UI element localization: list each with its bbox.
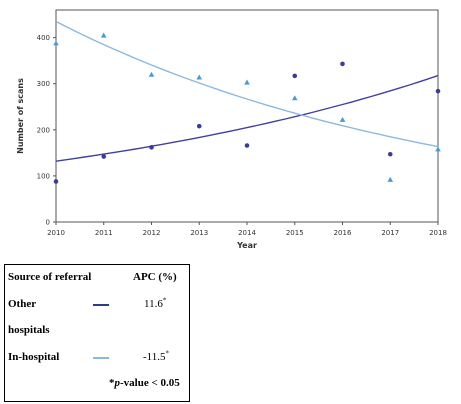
x-tick-label: 2012	[143, 229, 161, 237]
data-point-in-hospital	[196, 74, 203, 80]
data-point-other	[101, 154, 107, 159]
data-point-in-hospital	[244, 79, 250, 85]
apc-legend-table: Source of referral APC (%) Other hospita…	[4, 264, 190, 402]
legend-row-other-label-1: Other	[8, 298, 37, 310]
data-point-other	[149, 145, 154, 150]
x-tick-label: 2010	[47, 229, 65, 237]
data-point-in-hospital	[148, 71, 155, 77]
plot-frame	[55, 9, 439, 223]
data-point-other	[53, 179, 59, 184]
x-tick-label: 2016	[334, 229, 352, 237]
x-axis-label: Year	[236, 241, 257, 250]
legend-footnote: *p-value < 0.05	[109, 377, 180, 389]
y-tick-label: 400	[37, 34, 50, 42]
legend-header-source: Source of referral	[8, 271, 92, 283]
data-point-other	[340, 61, 345, 67]
data-point-in-hospital	[53, 40, 59, 46]
legend-row-inhospital-label: In-hospital	[8, 351, 60, 363]
data-point-other	[244, 143, 250, 148]
trend-line-other	[55, 74, 439, 162]
legend-line-other	[93, 304, 109, 306]
x-tick-label: 2018	[429, 229, 447, 237]
data-point-in-hospital	[291, 95, 298, 101]
data-point-other	[292, 73, 298, 79]
x-tick-label: 2017	[381, 229, 399, 237]
trend-line-in-hospital	[55, 20, 439, 148]
data-point-in-hospital	[100, 32, 107, 38]
chart: 2010 2011 2012 2013 2014 2015 2016 2017 2018 0 100…	[16, 9, 447, 250]
legend-line-inhospital	[93, 357, 109, 359]
legend-header-apc: APC (%)	[133, 271, 177, 283]
data-point-other	[387, 151, 393, 157]
data-point-other	[196, 123, 202, 129]
y-tick-label: 0	[46, 219, 50, 227]
x-tick-label: 2014	[238, 229, 256, 237]
data-point-in-hospital	[387, 176, 394, 182]
x-tick-label: 2015	[286, 229, 304, 237]
x-tick-label: 2013	[190, 229, 208, 237]
x-tick-label: 2011	[95, 229, 113, 237]
data-point-other	[435, 88, 441, 94]
data-point-in-hospital	[435, 146, 441, 152]
legend-row-other-label-2: hospitals	[8, 324, 50, 336]
y-axis-label: Number of scans	[16, 78, 25, 154]
legend-row-inhospital-value: -11.5*	[143, 349, 170, 363]
y-tick-label: 100	[37, 172, 50, 180]
plot-area: 2010 2011 2012 2013 2014 2015 2016 2017 2018 0 100…	[16, 9, 447, 250]
y-tick-label: 300	[37, 80, 50, 88]
y-tick-label: 200	[37, 126, 50, 134]
data-point-in-hospital	[339, 116, 346, 122]
legend-row-other-value: 11.6*	[144, 296, 167, 310]
